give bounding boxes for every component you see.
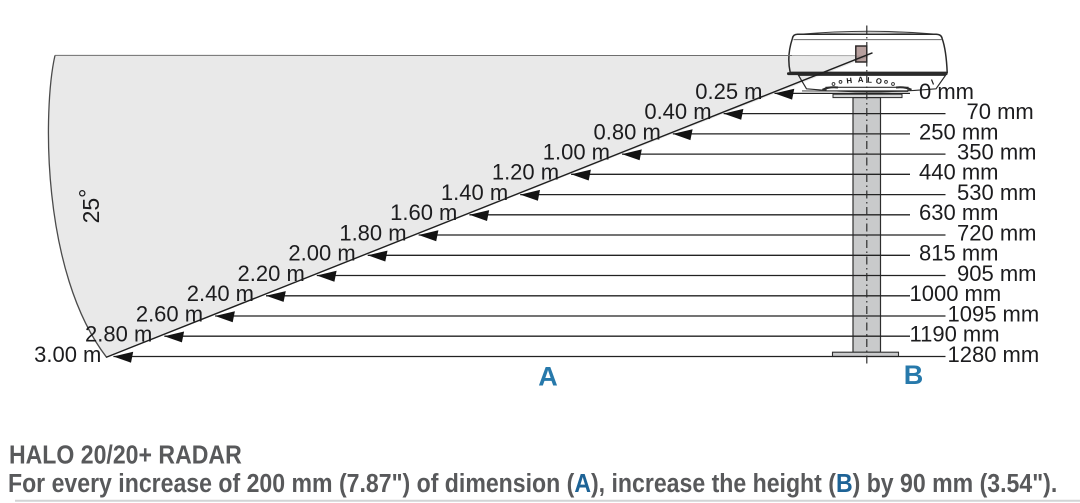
svg-text:For every increase of 200 mm (: For every increase of 200 mm (7.87") of … [8, 470, 1057, 499]
svg-text:HALO 20/20+ RADAR: HALO 20/20+ RADAR [9, 441, 242, 470]
svg-text:630 mm: 630 mm [919, 200, 998, 225]
svg-text:1280 mm: 1280 mm [948, 342, 1040, 367]
svg-text:350 mm: 350 mm [957, 140, 1036, 165]
svg-text:1.40 m: 1.40 m [441, 180, 508, 205]
svg-text:B: B [904, 360, 924, 390]
svg-text:70 mm: 70 mm [967, 99, 1034, 124]
svg-text:815 mm: 815 mm [919, 241, 998, 266]
svg-text:2.20 m: 2.20 m [238, 261, 305, 286]
svg-text:L: L [867, 76, 872, 85]
svg-text:905 mm: 905 mm [957, 261, 1036, 286]
svg-text:250 mm: 250 mm [919, 119, 998, 144]
svg-text:3.00 m: 3.00 m [34, 342, 101, 367]
svg-text:720 mm: 720 mm [957, 220, 1036, 245]
svg-text:2.00 m: 2.00 m [288, 241, 355, 266]
svg-text:H: H [846, 76, 853, 86]
svg-text:530 mm: 530 mm [957, 180, 1036, 205]
svg-text:A: A [858, 75, 864, 84]
svg-text:2.80 m: 2.80 m [85, 322, 152, 347]
svg-text:1000 mm: 1000 mm [910, 281, 1002, 306]
svg-text:0.80 m: 0.80 m [594, 119, 661, 144]
svg-text:2.60 m: 2.60 m [136, 301, 203, 326]
svg-text:1.20 m: 1.20 m [492, 160, 559, 185]
svg-text:0.40 m: 0.40 m [644, 99, 711, 124]
svg-text:0 mm: 0 mm [919, 79, 974, 104]
svg-text:2.40 m: 2.40 m [187, 281, 254, 306]
svg-text:25°: 25° [75, 189, 105, 224]
svg-text:0.25 m: 0.25 m [695, 79, 762, 104]
svg-text:440 mm: 440 mm [919, 160, 998, 185]
svg-text:1190 mm: 1190 mm [910, 322, 1000, 347]
svg-text:1095 mm: 1095 mm [948, 301, 1040, 326]
svg-text:1.60 m: 1.60 m [390, 200, 457, 225]
svg-text:O: O [875, 76, 882, 86]
svg-text:A: A [538, 362, 558, 392]
svg-text:1.80 m: 1.80 m [339, 220, 406, 245]
svg-text:1.00 m: 1.00 m [543, 140, 610, 165]
